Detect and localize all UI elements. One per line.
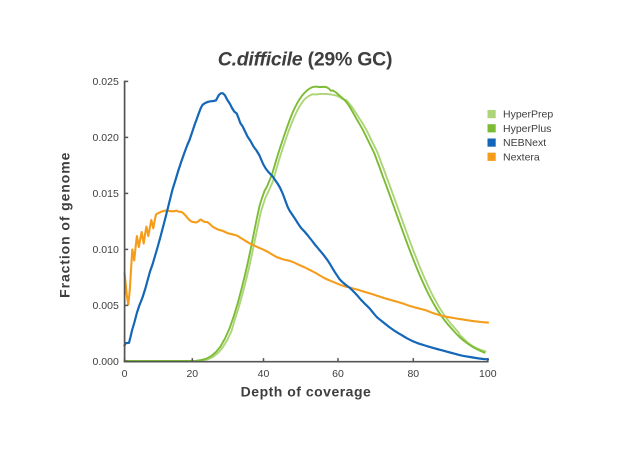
- svg-text:0.000: 0.000: [93, 356, 119, 368]
- svg-text:NEBNext: NEBNext: [503, 137, 546, 149]
- svg-text:C.difficile (29% GC): C.difficile (29% GC): [218, 48, 393, 70]
- svg-text:20: 20: [186, 368, 198, 380]
- svg-text:Fraction of genome: Fraction of genome: [57, 152, 73, 298]
- svg-text:40: 40: [258, 368, 270, 380]
- svg-text:0.015: 0.015: [93, 188, 119, 200]
- svg-text:HyperPlus: HyperPlus: [503, 123, 551, 135]
- svg-text:Nextera: Nextera: [503, 151, 540, 163]
- svg-text:100: 100: [479, 368, 497, 380]
- svg-text:0.020: 0.020: [93, 132, 119, 144]
- svg-text:HyperPrep: HyperPrep: [503, 109, 553, 121]
- svg-text:0.005: 0.005: [93, 300, 119, 312]
- svg-text:0: 0: [122, 368, 128, 380]
- svg-text:60: 60: [332, 368, 344, 380]
- svg-text:Depth of coverage: Depth of coverage: [241, 383, 372, 399]
- svg-text:0.025: 0.025: [93, 76, 119, 88]
- svg-text:0.010: 0.010: [93, 244, 119, 256]
- svg-text:80: 80: [407, 368, 419, 380]
